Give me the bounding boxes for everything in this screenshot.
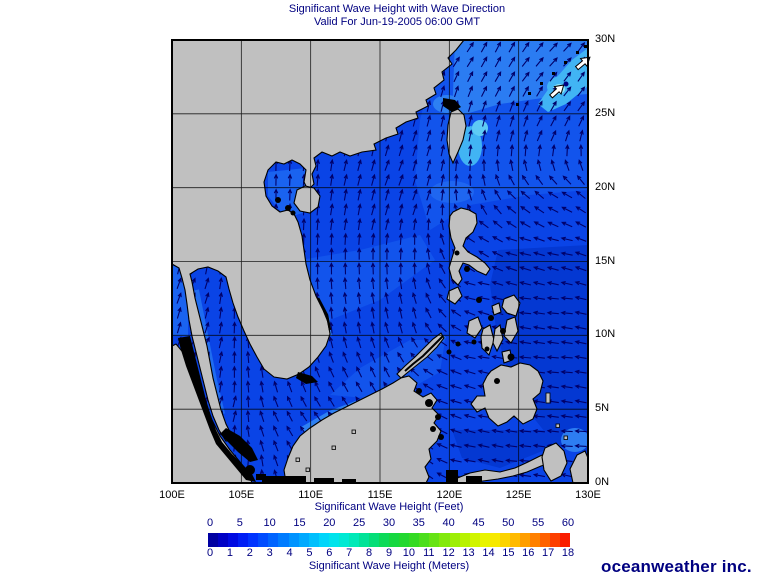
colorbar-segment [238, 533, 249, 547]
colorbar-segment [479, 533, 490, 547]
feet-tick-label: 0 [206, 517, 214, 529]
colorbar-meters-label: Significant Wave Height (Meters) [308, 560, 470, 572]
map-frame [171, 39, 589, 484]
colorbar-segment [469, 533, 480, 547]
feet-tick-label: 40 [442, 517, 455, 529]
x-tick-label: 125E [505, 489, 532, 501]
colorbar-segment [318, 533, 329, 547]
x-tick-label: 110E [298, 489, 324, 501]
y-tick-label: 5N [595, 402, 610, 415]
x-tick-label: 115E [367, 489, 393, 501]
wave-height-colorbar [208, 533, 571, 547]
colorbar-segment [218, 533, 229, 547]
colorbar-segment [419, 533, 430, 547]
x-tick-label: 100E [159, 489, 185, 501]
colorbar-segment [389, 533, 400, 547]
colorbar-segment [560, 533, 571, 547]
colorbar-segment [248, 533, 259, 547]
colorbar-segment [540, 533, 551, 547]
colorbar-segment [499, 533, 510, 547]
feet-tick-label: 55 [532, 517, 545, 529]
feet-tick-label: 15 [293, 517, 306, 529]
chart-title: Significant Wave Height with Wave Direct… [288, 3, 506, 15]
colorbar-segment [550, 533, 561, 547]
meters-tick-label: 3 [266, 547, 273, 559]
colorbar-segment [348, 533, 359, 547]
meters-tick-label: 11 [423, 547, 435, 559]
feet-tick-label: 25 [353, 517, 366, 529]
colorbar-segment [459, 533, 470, 547]
colorbar-segment [208, 533, 219, 547]
feet-tick-label: 10 [263, 517, 276, 529]
meters-tick-label: 7 [346, 547, 353, 559]
x-tick-label: 120E [436, 489, 463, 501]
colorbar-segment [369, 533, 380, 547]
colorbar-segment [288, 533, 299, 547]
y-tick-label: 30N [595, 33, 616, 45]
x-tick-label: 130E [575, 489, 601, 501]
graticule [172, 40, 588, 483]
storm-arrow-icon [549, 84, 565, 99]
storm-center-dot [563, 81, 569, 87]
meters-tick-label: 2 [246, 547, 253, 559]
oceanweather-logo: oceanweather inc. [601, 557, 752, 576]
meters-tick-label: 9 [385, 547, 393, 559]
colorbar-segment [439, 533, 450, 547]
meters-tick-label: 10 [402, 547, 416, 559]
colorbar-segment [429, 533, 440, 547]
colorbar-segment [308, 533, 319, 547]
feet-tick-label: 30 [382, 517, 396, 529]
colorbar-segment [298, 533, 309, 547]
colorbar-segment [278, 533, 289, 547]
y-tick-label: 0N [595, 476, 610, 488]
feet-tick-label: 50 [502, 517, 515, 529]
feet-tick-label: 5 [236, 517, 243, 529]
meters-tick-label: 6 [326, 547, 333, 559]
meters-tick-label: 12 [442, 547, 455, 559]
meters-tick-label: 15 [502, 547, 515, 559]
y-tick-label: 20N [595, 180, 616, 193]
meters-tick-label: 13 [462, 547, 475, 559]
colorbar-segment [358, 533, 369, 547]
feet-tick-label: 35 [412, 517, 425, 529]
feet-tick-label: 20 [323, 517, 336, 529]
colorbar-feet-label: Significant Wave Height (Feet) [314, 501, 464, 513]
colorbar-segment [409, 533, 420, 547]
meters-tick-label: 14 [482, 547, 495, 559]
meters-tick-label: 18 [561, 547, 575, 559]
meters-tick-label: 8 [366, 547, 373, 559]
x-tick-label: 105E [228, 489, 255, 501]
y-tick-label: 10N [595, 328, 616, 341]
storm-arrow-icon [574, 56, 591, 71]
colorbar-segment [489, 533, 500, 547]
small-islands [295, 392, 568, 472]
colorbar-segment [519, 533, 530, 547]
colorbar-segment [449, 533, 460, 547]
colorbar-segment [338, 533, 349, 547]
meters-tick-label: 5 [306, 547, 313, 559]
y-tick-label: 25N [595, 106, 616, 119]
colorbar-segment [268, 533, 279, 547]
colorbar-segment [530, 533, 541, 547]
meters-tick-label: 1 [226, 547, 233, 559]
chart-subtitle: Valid For Jun-19-2005 06:00 GMT [313, 16, 481, 28]
colorbar-segment [258, 533, 269, 547]
colorbar-segment [228, 533, 239, 547]
colorbar-segment [379, 533, 390, 547]
meters-tick-label: 16 [522, 547, 535, 559]
meters-tick-label: 4 [286, 547, 293, 559]
meters-tick-label: 17 [542, 547, 555, 559]
colorbar-segment [509, 533, 520, 547]
feet-tick-label: 60 [561, 517, 575, 529]
meters-tick-label: 0 [206, 547, 214, 559]
colorbar-segment [328, 533, 339, 547]
colorbar-segment [399, 533, 410, 547]
y-tick-label: 15N [595, 254, 616, 267]
feet-tick-label: 45 [472, 517, 485, 529]
